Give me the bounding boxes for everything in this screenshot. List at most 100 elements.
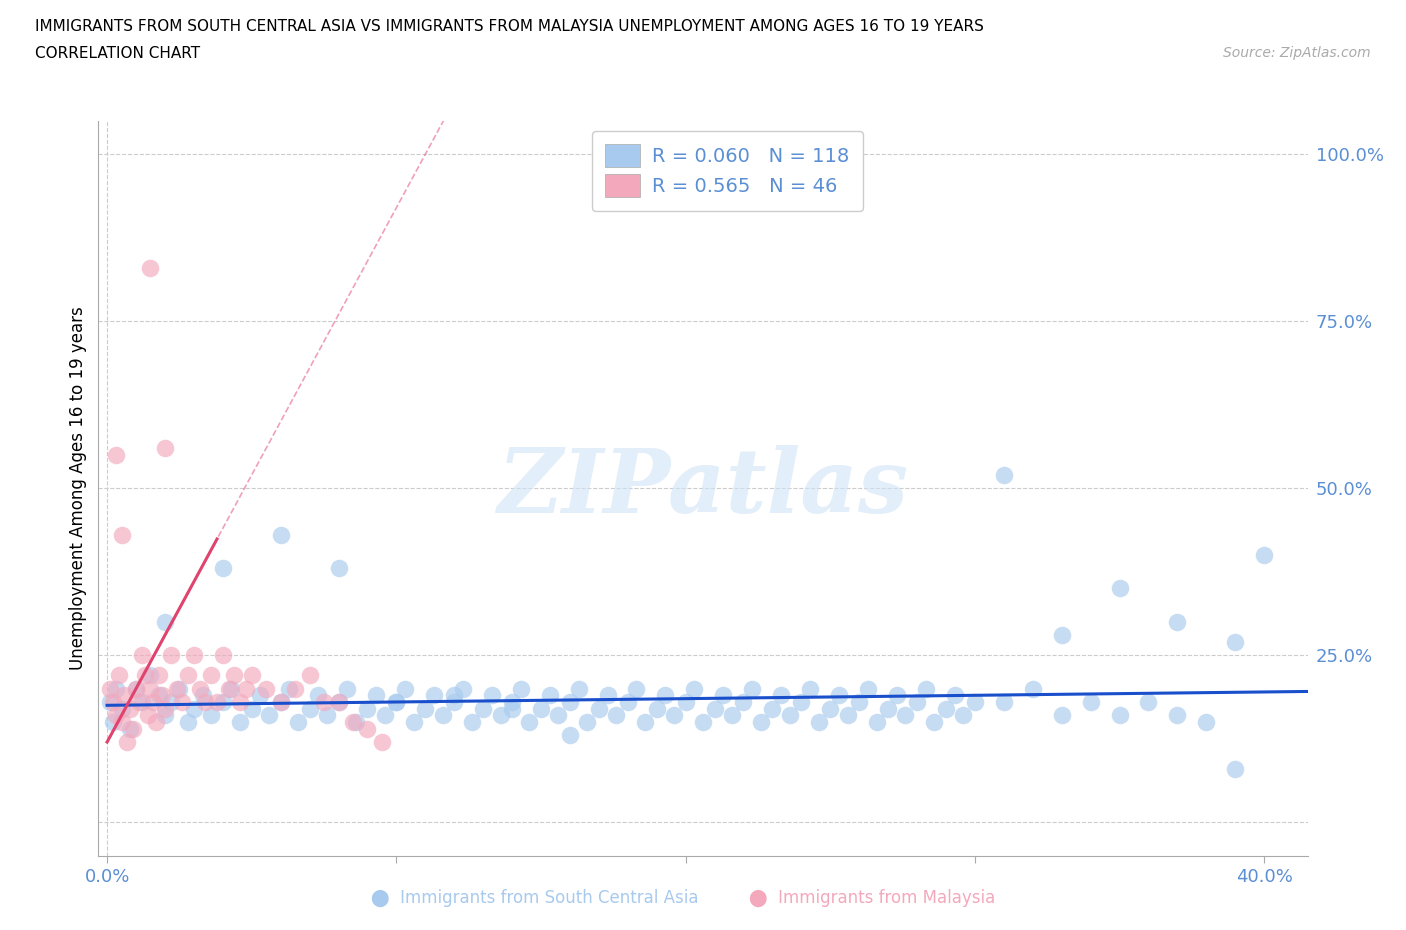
- Point: [229, 695, 252, 710]
- Point: [122, 722, 145, 737]
- Point: [634, 714, 657, 729]
- Point: [558, 728, 581, 743]
- Point: [1137, 695, 1160, 710]
- Point: [159, 648, 181, 663]
- Point: [249, 688, 271, 703]
- Point: [914, 681, 936, 696]
- Point: [110, 527, 132, 542]
- Point: [489, 708, 512, 723]
- Point: [120, 701, 142, 716]
- Point: [344, 714, 367, 729]
- Point: [837, 708, 859, 723]
- Point: [626, 681, 648, 696]
- Point: [721, 708, 744, 723]
- Point: [177, 714, 200, 729]
- Point: [576, 714, 599, 729]
- Point: [177, 668, 200, 683]
- Point: [807, 714, 830, 729]
- Point: [385, 695, 408, 710]
- Point: [820, 701, 842, 716]
- Point: [107, 668, 129, 683]
- Point: [645, 701, 668, 716]
- Point: [935, 701, 957, 716]
- Point: [153, 441, 176, 456]
- Point: [328, 695, 350, 710]
- Point: [374, 708, 396, 723]
- Point: [1166, 708, 1188, 723]
- Point: [993, 695, 1015, 710]
- Point: [240, 701, 263, 716]
- Point: [749, 714, 772, 729]
- Point: [605, 708, 627, 723]
- Point: [235, 681, 257, 696]
- Point: [298, 701, 321, 716]
- Point: [114, 688, 136, 703]
- Point: [278, 681, 301, 696]
- Text: CORRELATION CHART: CORRELATION CHART: [35, 46, 200, 61]
- Point: [538, 688, 561, 703]
- Point: [1050, 708, 1073, 723]
- Text: ⬤  Immigrants from Malaysia: ⬤ Immigrants from Malaysia: [748, 888, 995, 907]
- Point: [240, 668, 263, 683]
- Point: [683, 681, 706, 696]
- Point: [443, 688, 465, 703]
- Point: [501, 701, 523, 716]
- Point: [336, 681, 359, 696]
- Text: IMMIGRANTS FROM SOUTH CENTRAL ASIA VS IMMIGRANTS FROM MALAYSIA UNEMPLOYMENT AMON: IMMIGRANTS FROM SOUTH CENTRAL ASIA VS IM…: [35, 19, 984, 33]
- Text: Source: ZipAtlas.com: Source: ZipAtlas.com: [1223, 46, 1371, 60]
- Point: [284, 681, 307, 696]
- Point: [509, 681, 531, 696]
- Point: [905, 695, 928, 710]
- Point: [104, 708, 127, 723]
- Point: [366, 688, 388, 703]
- Point: [153, 615, 176, 630]
- Point: [153, 701, 176, 716]
- Point: [270, 695, 292, 710]
- Point: [779, 708, 801, 723]
- Point: [790, 695, 813, 710]
- Point: [662, 708, 685, 723]
- Point: [257, 708, 280, 723]
- Point: [211, 695, 233, 710]
- Point: [848, 695, 870, 710]
- Point: [865, 714, 887, 729]
- Point: [828, 688, 851, 703]
- Point: [131, 695, 153, 710]
- Point: [205, 695, 228, 710]
- Point: [799, 681, 821, 696]
- Point: [654, 688, 676, 703]
- Point: [943, 688, 966, 703]
- Point: [188, 681, 211, 696]
- Point: [221, 681, 243, 696]
- Point: [342, 714, 364, 729]
- Point: [877, 701, 900, 716]
- Point: [316, 708, 339, 723]
- Point: [356, 722, 378, 737]
- Point: [218, 681, 240, 696]
- Point: [98, 681, 121, 696]
- Point: [139, 260, 162, 275]
- Point: [159, 695, 181, 710]
- Point: [229, 714, 252, 729]
- Point: [150, 688, 173, 703]
- Point: [1166, 615, 1188, 630]
- Point: [120, 722, 142, 737]
- Point: [183, 701, 205, 716]
- Point: [596, 688, 619, 703]
- Point: [169, 681, 191, 696]
- Point: [761, 701, 783, 716]
- Point: [298, 668, 321, 683]
- Point: [211, 648, 233, 663]
- Point: [675, 695, 697, 710]
- Point: [558, 695, 581, 710]
- Point: [139, 668, 162, 683]
- Point: [443, 695, 465, 710]
- Point: [1253, 548, 1275, 563]
- Point: [139, 681, 162, 696]
- Point: [385, 695, 408, 710]
- Point: [924, 714, 946, 729]
- Point: [402, 714, 425, 729]
- Point: [104, 681, 127, 696]
- Point: [963, 695, 986, 710]
- Point: [148, 688, 170, 703]
